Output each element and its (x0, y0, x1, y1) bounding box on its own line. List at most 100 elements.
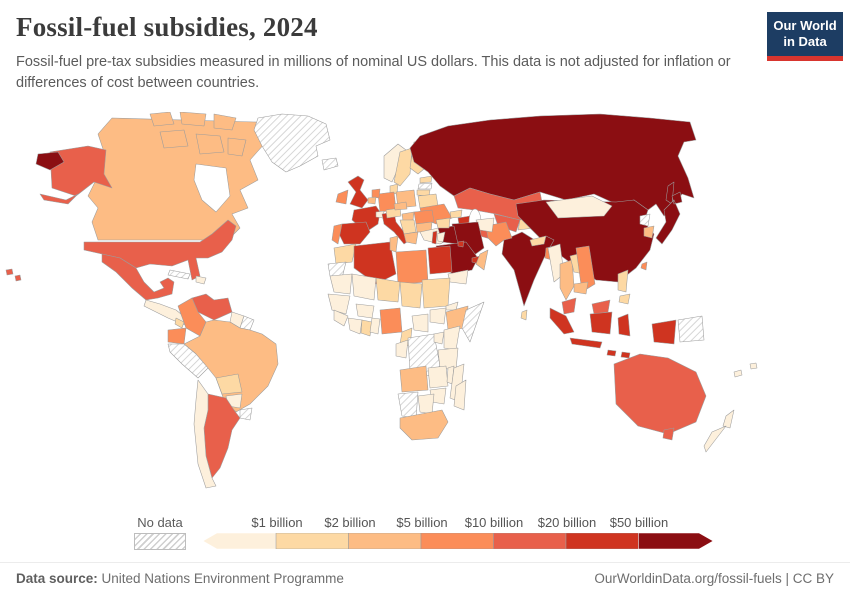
country-hispaniola[interactable] (195, 275, 207, 285)
country-indonesia[interactable] (549, 307, 677, 359)
legend-segment-5[interactable] (493, 533, 567, 549)
country-spain[interactable] (337, 221, 371, 245)
country-united-kingdom[interactable] (347, 175, 369, 209)
country-venezuela[interactable] (191, 293, 233, 321)
country-malaysia-borneo[interactable] (591, 299, 611, 315)
country-new-caledonia[interactable] (733, 369, 743, 378)
country-hawaii[interactable] (5, 268, 22, 282)
country-ghana[interactable] (360, 319, 373, 337)
legend-segment-1[interactable] (203, 533, 277, 549)
country-niger[interactable] (375, 277, 401, 303)
country-algeria[interactable] (353, 241, 397, 285)
country-hungary[interactable] (401, 211, 415, 222)
country-mali[interactable] (351, 273, 377, 301)
country-netherlands[interactable] (371, 188, 381, 199)
country-zambia[interactable] (427, 365, 449, 389)
country-new-zealand-south[interactable] (703, 425, 727, 453)
country-fiji[interactable] (749, 362, 758, 370)
country-south-korea[interactable] (643, 225, 655, 239)
country-jordan[interactable] (436, 231, 446, 243)
country-nepal[interactable] (529, 235, 547, 247)
country-peru[interactable] (167, 343, 209, 379)
attribution-link[interactable]: OurWorldinData.org/fossil-fuels | CC BY (594, 571, 834, 586)
country-libya[interactable] (395, 249, 429, 285)
country-madagascar[interactable] (453, 379, 467, 411)
country-north-korea[interactable] (639, 213, 651, 227)
country-kuwait[interactable] (457, 240, 465, 248)
country-cuba[interactable] (167, 269, 191, 280)
country-japan[interactable] (655, 191, 683, 245)
country-cambodia[interactable] (573, 281, 589, 295)
country-philippines[interactable] (617, 269, 629, 293)
country-new-zealand-north[interactable] (722, 409, 735, 429)
country-romania[interactable] (413, 209, 435, 225)
country-israel[interactable] (431, 230, 438, 245)
country-morocco[interactable] (333, 243, 357, 265)
country-ireland[interactable] (335, 189, 349, 205)
country-greece[interactable] (403, 231, 419, 245)
country-mongolia[interactable] (545, 195, 613, 219)
country-estonia[interactable] (419, 175, 433, 184)
country-malaysia[interactable] (561, 297, 577, 315)
country-balkans[interactable] (399, 219, 417, 235)
owid-logo[interactable]: Our World in Data (767, 12, 843, 61)
no-data-swatch[interactable] (134, 533, 186, 550)
country-uruguay[interactable] (239, 407, 253, 421)
country-tunisia[interactable] (389, 235, 399, 253)
country-mauritania[interactable] (329, 273, 353, 295)
country-belgium[interactable] (367, 196, 377, 205)
country-chad[interactable] (399, 281, 423, 309)
country-georgia[interactable] (449, 209, 463, 219)
country-thailand[interactable] (559, 259, 575, 301)
country-south-sudan[interactable] (429, 307, 447, 325)
country-namibia[interactable] (397, 391, 419, 419)
country-mexico[interactable] (101, 253, 175, 301)
country-philippines-mindanao[interactable] (618, 293, 631, 305)
country-ivory-coast[interactable] (347, 317, 363, 335)
legend-segment-3[interactable] (348, 533, 422, 549)
country-central-african-republic[interactable] (411, 313, 429, 333)
country-botswana[interactable] (417, 393, 435, 415)
country-nigeria[interactable] (379, 307, 403, 335)
country-tasmania[interactable] (662, 427, 675, 441)
legend-tick-label-1: $1 billion (251, 515, 303, 530)
country-angola[interactable] (399, 365, 429, 393)
country-egypt[interactable] (427, 245, 453, 275)
country-chile[interactable] (193, 379, 217, 489)
legend-segment-6[interactable] (565, 533, 639, 549)
country-russia-chukotka[interactable] (35, 151, 65, 171)
legend-segment-4[interactable] (420, 533, 494, 549)
country-senegal[interactable] (327, 293, 351, 315)
country-canada-arctic-islands[interactable] (149, 112, 247, 157)
country-australia[interactable] (613, 353, 707, 435)
country-india[interactable] (501, 231, 555, 307)
country-latvia[interactable] (417, 182, 433, 190)
country-oman[interactable] (475, 249, 489, 271)
country-ecuador[interactable] (167, 327, 187, 345)
country-gabon-congo[interactable] (395, 339, 409, 359)
country-papua-new-guinea[interactable] (677, 315, 705, 343)
country-syria[interactable] (435, 217, 451, 229)
country-togo-benin[interactable] (369, 317, 381, 335)
country-uzbekistan[interactable] (493, 213, 521, 233)
legend-segment-2[interactable] (275, 533, 349, 549)
country-south-africa[interactable] (399, 409, 449, 441)
country-somalia[interactable] (461, 301, 485, 343)
country-sri-lanka[interactable] (520, 309, 528, 321)
country-burkina-faso[interactable] (355, 303, 375, 319)
country-kenya[interactable] (443, 325, 461, 351)
country-vietnam[interactable] (575, 245, 596, 293)
country-portugal[interactable] (331, 223, 343, 245)
country-guinea[interactable] (333, 309, 349, 327)
country-bolivia[interactable] (215, 373, 243, 395)
legend-color-bar[interactable] (203, 533, 713, 549)
country-taiwan[interactable] (640, 261, 648, 271)
country-uganda[interactable] (433, 331, 445, 345)
page-title: Fossil-fuel subsidies, 2024 (16, 12, 318, 42)
country-sudan[interactable] (421, 277, 451, 309)
country-czechia[interactable] (393, 201, 408, 211)
country-iceland[interactable] (321, 157, 339, 171)
legend-segment-7[interactable] (638, 533, 714, 549)
country-costa-rica[interactable] (174, 317, 185, 329)
country-greenland[interactable] (253, 113, 331, 173)
